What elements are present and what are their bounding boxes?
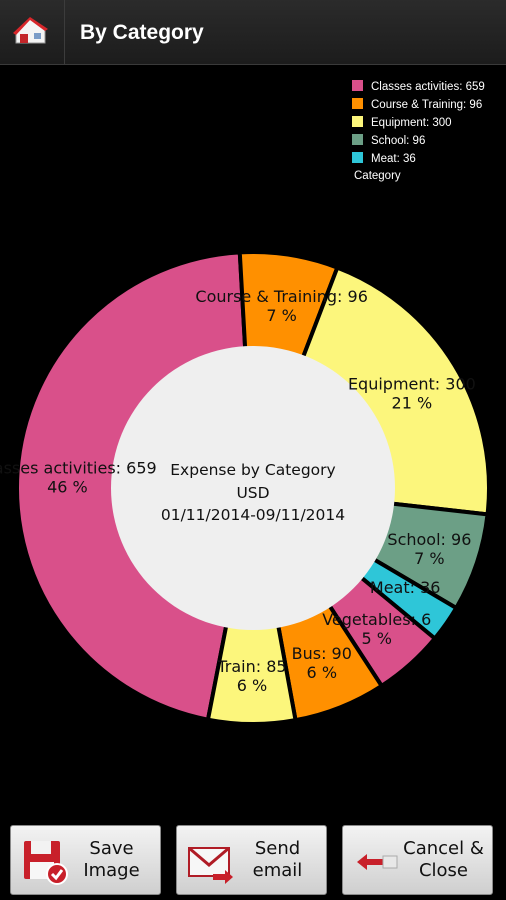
chart-legend: Classes activities: 659 Course & Training…: [352, 78, 485, 182]
slice-percent: 6 %: [237, 676, 267, 695]
save-image-button[interactable]: Save Image: [10, 825, 161, 895]
center-currency: USD: [236, 484, 269, 502]
legend-label: Equipment: 300: [371, 117, 452, 129]
page-title: By Category: [80, 21, 204, 44]
legend-item: Equipment: 300: [352, 114, 485, 132]
donut-hole: [111, 346, 395, 630]
legend-swatch: [352, 134, 363, 145]
save-image-label: Save Image: [83, 838, 140, 881]
send-email-label: Send email: [252, 838, 303, 881]
slice-percent: 6 %: [307, 663, 337, 682]
slice-percent: 21 %: [392, 393, 433, 412]
slice-label: Meat: 36: [370, 578, 441, 597]
slice-label: Vegetables: 6: [322, 610, 431, 629]
legend-item: Course & Training: 96: [352, 96, 485, 114]
legend-item: Meat: 36: [352, 150, 485, 168]
action-bar-divider: [64, 0, 65, 64]
legend-label: Course & Training: 96: [371, 99, 483, 111]
center-title: Expense by Category: [170, 461, 335, 479]
home-button[interactable]: [0, 0, 64, 64]
bottom-toolbar: Save Image Send email Cancel & Close: [0, 818, 506, 900]
legend-label: School: 96: [371, 135, 426, 147]
legend-item: Classes activities: 659: [352, 78, 485, 96]
floppy-disk-icon: [24, 841, 68, 885]
legend-title: Category: [354, 170, 401, 182]
back-arrow-icon: [357, 854, 398, 870]
envelope-icon: [188, 846, 233, 884]
house-icon: [13, 17, 48, 44]
legend-swatch: [352, 116, 363, 127]
action-bar: By Category: [0, 0, 506, 65]
legend-swatch: [352, 80, 363, 91]
center-period: 01/11/2014-09/11/2014: [161, 506, 345, 524]
slice-percent: 46 %: [47, 477, 88, 496]
cancel-close-label: Cancel & Close: [403, 838, 484, 881]
slice-percent: 7 %: [414, 549, 444, 568]
slice-percent: 7 %: [266, 306, 296, 325]
slice-label: Train: 85: [216, 657, 286, 676]
slice-label: School: 96: [387, 530, 471, 549]
cancel-close-button[interactable]: Cancel & Close: [342, 825, 493, 895]
legend-label: Classes activities: 659: [371, 81, 485, 93]
legend-label: Meat: 36: [371, 153, 416, 165]
slice-label: Classes activities: 659: [0, 458, 157, 477]
legend-swatch: [352, 98, 363, 109]
slice-label: Bus: 90: [292, 644, 352, 663]
slice-label: Course & Training: 96: [195, 287, 367, 306]
legend-swatch: [352, 152, 363, 163]
legend-item: School: 96: [352, 132, 485, 150]
slice-percent: 5 %: [362, 629, 392, 648]
slice-label: Equipment: 300: [348, 374, 476, 393]
send-email-button[interactable]: Send email: [176, 825, 327, 895]
